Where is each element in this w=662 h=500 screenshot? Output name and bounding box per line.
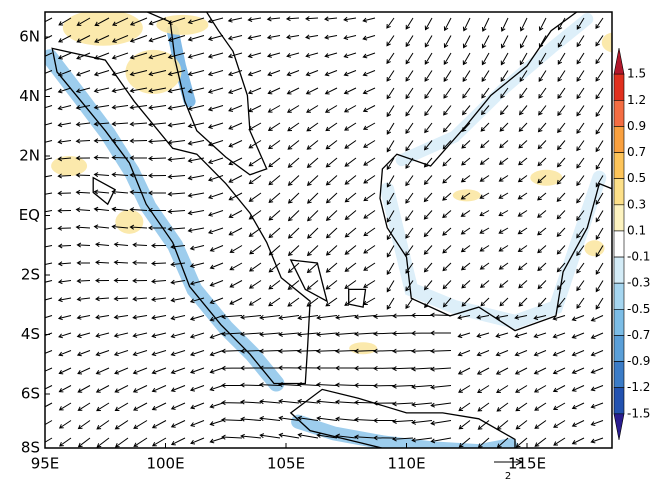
colorbar-label: -1.2: [627, 380, 650, 394]
colorbar-swatch: [613, 335, 625, 362]
anomaly-shade: [51, 155, 88, 176]
lon-label: 95E: [31, 455, 60, 473]
reference-vector: 2: [494, 458, 523, 482]
colorbar-label: -0.7: [627, 328, 650, 342]
colorbar-swatch: [613, 387, 625, 415]
colorbar-label: -0.5: [627, 302, 650, 316]
colorbar-swatch: [613, 413, 625, 441]
vector-field: [45, 16, 604, 448]
anomaly-shade: [115, 209, 144, 234]
coastline: [289, 388, 516, 448]
colorbar: 1.5 1.2 0.9 0.7 0.5 0.3 0.1 -0.1 -0.3 -0.5 -0.7 -0.…: [613, 47, 650, 441]
coastlines: [51, 12, 612, 448]
coastline: [348, 288, 367, 308]
wind-vectors: [45, 16, 604, 448]
coastline: [289, 259, 328, 303]
colorbar-swatch: [613, 204, 625, 232]
colorbar-label: -0.9: [627, 354, 650, 368]
colorbar-label: -1.5: [627, 406, 650, 420]
colorbar-label: 0.5: [627, 171, 646, 185]
lat-label: 2N: [19, 147, 40, 165]
lon-label: 105E: [267, 455, 305, 473]
lat-label: 6S: [21, 385, 40, 403]
colorbar-swatch: [613, 361, 625, 389]
colorbar-swatch: [613, 126, 625, 153]
anomaly-shade: [349, 342, 378, 355]
anomaly-shade: [156, 14, 209, 35]
colorbar-swatch: [613, 73, 625, 101]
colorbar-swatch: [613, 152, 625, 179]
colorbar-label: 1.2: [627, 93, 646, 107]
colorbar-label: 0.7: [627, 145, 646, 159]
colorbar-label: -0.1: [627, 250, 650, 264]
lat-label: 6N: [19, 28, 40, 46]
colorbar-label: 0.3: [627, 197, 646, 211]
colorbar-label: 0.9: [627, 119, 646, 133]
lat-label: EQ: [19, 206, 40, 224]
lat-label: 4S: [21, 325, 40, 343]
coastline: [92, 176, 116, 206]
map-frame: [44, 11, 613, 449]
colorbar-label: 0.1: [627, 223, 646, 237]
anomaly-shade: [601, 32, 612, 53]
colorbar-swatch: [613, 282, 625, 310]
reference-arrow-head: [515, 458, 523, 466]
colorbar-swatch: [613, 47, 625, 75]
lon-label: 115E: [508, 455, 546, 473]
anomaly-shade: [62, 12, 143, 46]
lat-label: 4N: [19, 87, 40, 105]
colorbar-label: -0.3: [627, 276, 650, 290]
colorbar-swatch: [613, 256, 625, 284]
anomaly-shade: [125, 49, 182, 94]
colorbar-swatch: [613, 230, 625, 258]
anomaly-shade: [380, 170, 607, 330]
coastline: [379, 12, 612, 332]
coastline: [145, 12, 268, 176]
colorbar-swatch: [613, 178, 625, 206]
colorbar-swatch: [613, 99, 625, 127]
lat-label: 2S: [21, 266, 40, 284]
colorbar-label: 1.5: [627, 67, 646, 81]
lon-label: 100E: [146, 455, 184, 473]
lon-label: 110E: [387, 455, 425, 473]
lat-label: 8S: [21, 439, 40, 457]
coastline: [51, 47, 311, 385]
colorbar-swatch: [613, 309, 625, 336]
reference-label: 2: [505, 471, 511, 482]
